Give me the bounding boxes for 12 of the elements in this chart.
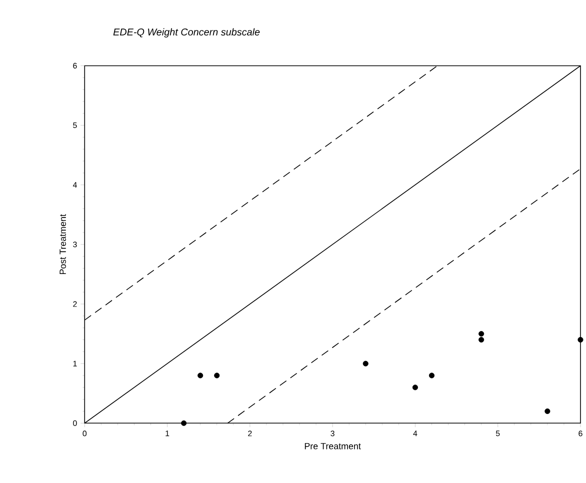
x-axis-title: Pre Treatment [304,443,361,450]
point [428,372,435,378]
point [478,337,484,343]
point [198,372,204,378]
chart-title: EDE-Q Weight Concern subscale [113,28,260,38]
point [181,420,187,426]
point [362,360,368,366]
point [478,331,484,337]
y-axis-title: Post Treatment [60,214,66,274]
point [412,384,418,390]
point [544,408,550,414]
point [214,372,220,378]
